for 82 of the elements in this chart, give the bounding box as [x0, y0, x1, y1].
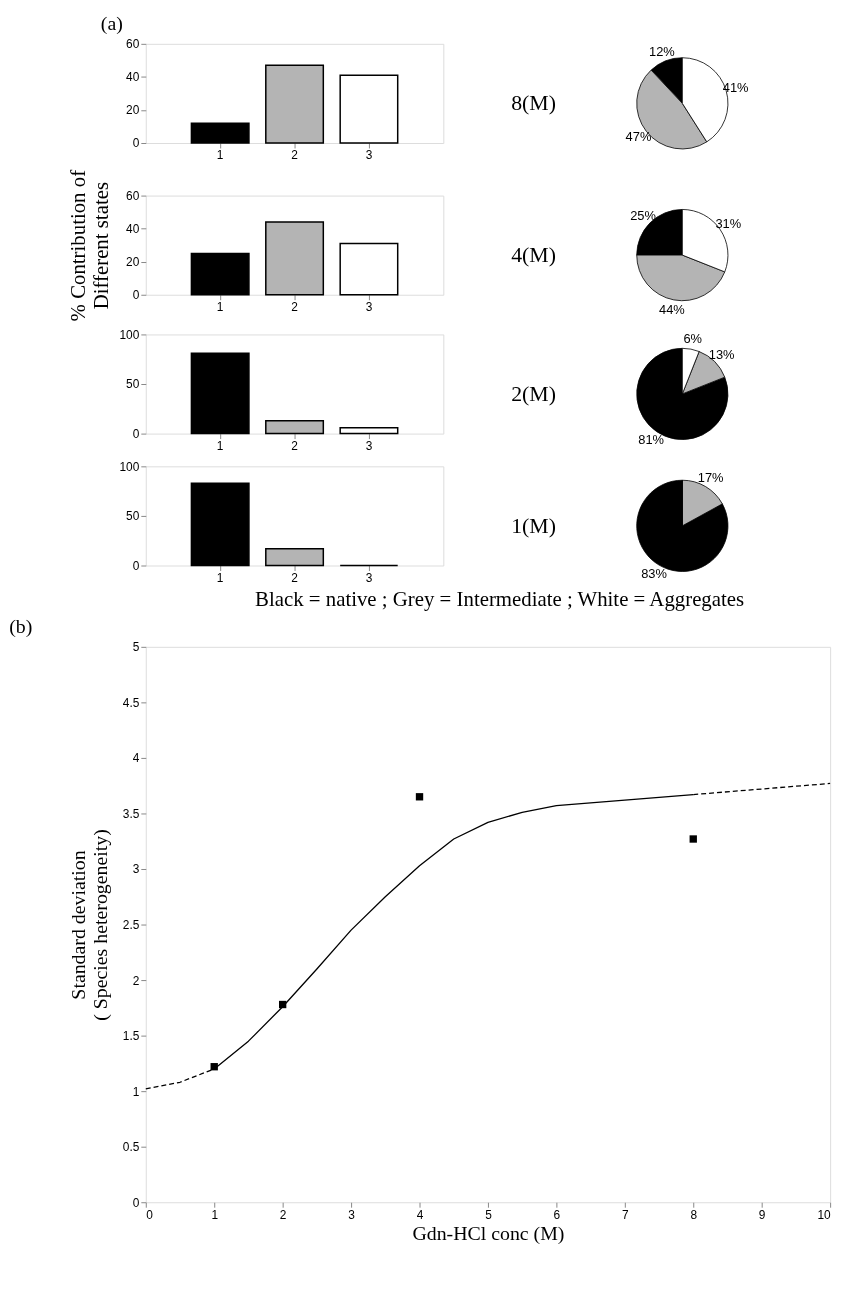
- bar: [265, 221, 325, 296]
- x-tick-label: 2: [291, 570, 299, 585]
- x-axis-title: Gdn-HCl conc (M): [412, 1222, 565, 1246]
- y-tick-label: 1.5: [122, 1029, 140, 1044]
- y-tick-label: 4: [132, 751, 140, 766]
- y-tick-label: 3: [132, 862, 140, 877]
- x-tick-label: 3: [365, 148, 373, 163]
- chart-title: (b): [9, 614, 33, 638]
- data-label: 25%: [630, 207, 656, 223]
- y-tick-label: 40: [126, 70, 140, 85]
- y-tick-label: 1: [132, 1084, 140, 1099]
- data-label: 44%: [659, 301, 685, 317]
- x-tick-label: 2: [291, 300, 299, 315]
- y-tick-label: 5: [132, 640, 140, 655]
- chart-title: (a): [100, 11, 123, 35]
- y-tick-label: 100: [119, 327, 140, 342]
- bar: [190, 352, 250, 435]
- data-label: 83%: [641, 565, 667, 581]
- data-label: 6%: [683, 331, 703, 347]
- bar: [190, 122, 250, 144]
- data-label: 31%: [715, 215, 742, 231]
- y-tick-label: 60: [126, 37, 140, 52]
- text: 1(M): [511, 513, 556, 538]
- x-tick-label: 4: [416, 1207, 424, 1222]
- y-tick-label: 2: [132, 973, 140, 988]
- data-label: 17%: [697, 470, 724, 486]
- text: Black = native ; Grey = Intermediate ; White = Aggregates: [255, 587, 745, 612]
- x-tick-label: 6: [553, 1207, 561, 1222]
- y-tick-label: 100: [119, 459, 140, 474]
- data-label: 41%: [722, 79, 749, 95]
- x-tick-label: 1: [216, 300, 224, 315]
- y-tick-label: 50: [126, 509, 140, 524]
- x-tick-label: 3: [365, 300, 373, 315]
- x-tick-label: 10: [817, 1207, 831, 1222]
- data-label: 47%: [625, 129, 652, 145]
- x-tick-label: 5: [485, 1207, 493, 1222]
- text: 2(M): [511, 381, 556, 406]
- x-tick-label: 2: [279, 1207, 287, 1222]
- bar: [190, 252, 250, 296]
- point: [278, 1000, 287, 1009]
- bar: [339, 74, 399, 144]
- y-tick-label: 0: [132, 1195, 140, 1210]
- x-tick-label: 3: [365, 570, 373, 585]
- y-tick-label: 4.5: [122, 695, 140, 710]
- x-tick-label: 1: [211, 1207, 219, 1222]
- x-tick-label: 1: [216, 148, 224, 163]
- y-tick-label: 0: [132, 288, 140, 303]
- text: 4(M): [511, 243, 556, 268]
- y-tick-label: 0: [132, 427, 140, 442]
- y-tick-label: 0: [132, 136, 140, 151]
- data-label: 13%: [708, 346, 735, 362]
- x-tick-label: 7: [622, 1207, 629, 1222]
- y-tick-label: 20: [126, 103, 140, 118]
- x-tick-label: 8: [690, 1207, 698, 1222]
- point: [210, 1063, 218, 1071]
- y-tick-label: 50: [126, 377, 140, 392]
- x-tick-label: 2: [291, 438, 299, 453]
- y-tick-label: 20: [126, 255, 140, 270]
- point: [689, 835, 697, 843]
- y-axis-title: % Contribution of Different states: [66, 169, 114, 322]
- x-tick-label: 0: [146, 1207, 154, 1222]
- y-axis-title: Standard deviation ( Species heterogeneity): [67, 829, 112, 1021]
- point: [415, 793, 424, 801]
- x-tick-label: 1: [216, 438, 224, 453]
- y-tick-label: 40: [126, 222, 140, 237]
- y-tick-label: 0: [132, 558, 140, 573]
- y-tick-label: 0.5: [122, 1140, 140, 1155]
- bar: [265, 419, 325, 435]
- text: 8(M): [511, 91, 556, 116]
- x-tick-label: 3: [348, 1207, 356, 1222]
- x-tick-label: 9: [758, 1207, 766, 1222]
- bar: [339, 242, 399, 296]
- bar: [339, 426, 399, 435]
- y-tick-label: 2.5: [122, 918, 140, 932]
- x-tick-label: 2: [291, 148, 299, 163]
- y-tick-label: 3.5: [122, 806, 140, 821]
- x-tick-label: 3: [365, 438, 373, 453]
- bar: [265, 64, 325, 144]
- y-tick-label: 60: [126, 189, 140, 204]
- data-label: 12%: [649, 43, 675, 59]
- data-label: 81%: [638, 431, 665, 447]
- x-tick-label: 1: [216, 570, 224, 585]
